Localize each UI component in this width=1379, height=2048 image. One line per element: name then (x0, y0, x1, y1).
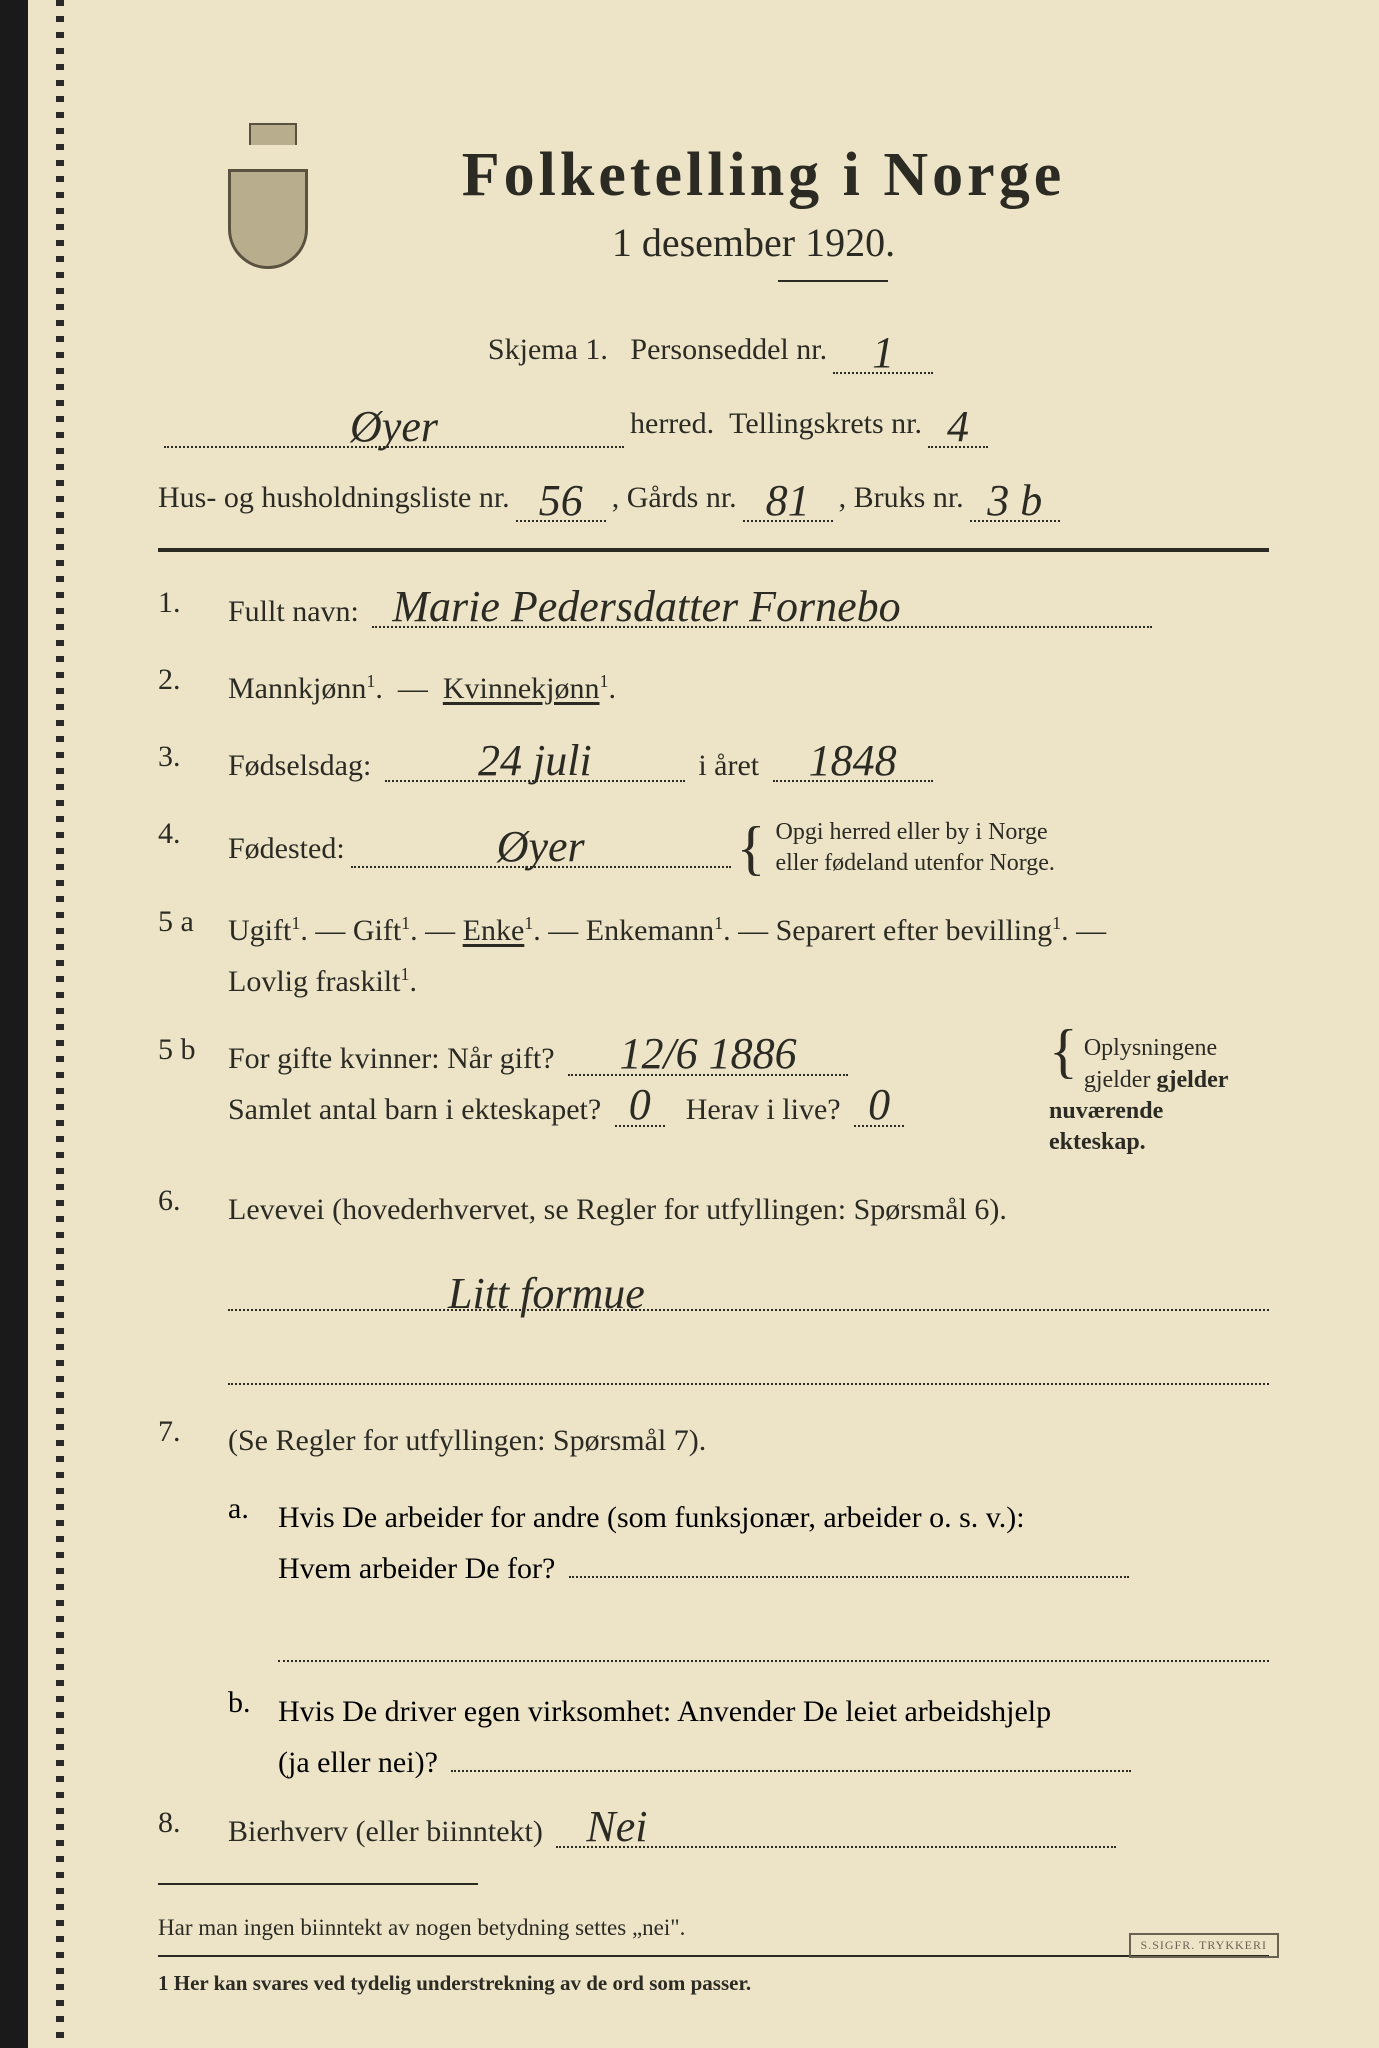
bruks-nr: 3 b (970, 483, 1060, 522)
q4-note2: eller fødeland utenfor Norge. (775, 850, 1054, 876)
q3-row: 3. Fødselsdag: 24 juli i året 1848 (158, 740, 1269, 791)
q6-label: Levevei (hovederhvervet, se Regler for u… (228, 1193, 1007, 1226)
gards-nr: 81 (743, 483, 833, 522)
q5a-gift: Gift (353, 914, 401, 947)
footnote-2: 1 Her kan svares ved tydelig understrekn… (158, 1971, 1269, 1996)
q4-value: Øyer (351, 829, 731, 868)
q5b-note1: Oplysningene (1084, 1035, 1217, 1061)
q3-year-label: i året (698, 749, 759, 782)
q7b-letter: b. (228, 1686, 278, 1720)
herred-line: Øyer herred. Tellingskrets nr. 4 (158, 400, 1269, 448)
tellingskrets-nr: 4 (928, 409, 988, 448)
q5b-barn-label: Samlet antal barn i ekteskapet? (228, 1093, 601, 1126)
q1-value: Marie Pedersdatter Fornebo (372, 589, 1152, 628)
q7a-line2: Hvem arbeider De for? (278, 1552, 555, 1585)
q5a-separert: Separert efter bevilling (776, 914, 1053, 947)
personseddel-label: Personseddel nr. (630, 326, 827, 374)
husliste-label: Hus- og husholdningsliste nr. (158, 474, 510, 522)
page-subtitle: 1 desember 1920. (238, 219, 1269, 266)
divider-top (158, 548, 1269, 552)
q5a-row: 5 a Ugift1. — Gift1. — Enke1. — Enkemann… (158, 905, 1269, 1007)
divider-foot2 (158, 1955, 1269, 1957)
q8-num: 8. (158, 1806, 228, 1840)
herred-value: Øyer (164, 409, 624, 448)
q7-row: 7. (Se Regler for utfyllingen: Spørsmål … (158, 1415, 1269, 1466)
q5b-num: 5 b (158, 1033, 228, 1067)
q7b-row: b. Hvis De driver egen virksomhet: Anven… (228, 1686, 1269, 1788)
q8-row: 8. Bierhverv (eller biinntekt) Nei (158, 1806, 1269, 1857)
q2-kvinne: Kvinnekjønn (443, 672, 600, 705)
q7-label: (Se Regler for utfyllingen: Spørsmål 7). (228, 1424, 706, 1457)
q6-blank-line-2 (228, 1335, 1269, 1385)
q4-label: Fødested: (228, 823, 345, 874)
printer-stamp: S.SIGFR. TRYKKERI (1129, 1933, 1279, 1958)
q1-num: 1. (158, 586, 228, 620)
coat-of-arms-icon (228, 145, 318, 275)
herred-label: herred. (630, 400, 714, 448)
brace-icon-2: { (1049, 1033, 1078, 1069)
q5a-ugift: Ugift (228, 914, 291, 947)
q6-num: 6. (158, 1184, 228, 1218)
q1-label: Fullt navn: (228, 595, 359, 628)
q3-num: 3. (158, 740, 228, 774)
q2-mann: Mannkjønn (228, 672, 366, 705)
q2-num: 2. (158, 663, 228, 697)
q5a-fraskilt: Lovlig fraskilt (228, 965, 400, 998)
q5a-enkemann: Enkemann (586, 914, 714, 947)
q6-value: Litt formue (448, 1276, 645, 1311)
brace-icon: { (737, 830, 766, 866)
title-underline (778, 280, 888, 282)
q2-row: 2. Mannkjønn1. — Kvinnekjønn1. (158, 663, 1269, 714)
q7a-line1: Hvis De arbeider for andre (som funksjon… (278, 1501, 1025, 1534)
q7b-line2: (ja eller nei)? (278, 1746, 438, 1779)
gards-label: , Gårds nr. (612, 474, 737, 522)
personseddel-nr: 1 (833, 335, 933, 374)
q5a-num: 5 a (158, 905, 228, 939)
skjema-label: Skjema 1. (488, 326, 608, 374)
q5a-enke: Enke (463, 914, 525, 947)
q5b-barn: 0 (615, 1087, 665, 1126)
q7-num: 7. (158, 1415, 228, 1449)
q8-value: Nei (556, 1809, 1116, 1848)
q4-row: 4. Fødested: Øyer { Opgi herred eller by… (158, 817, 1269, 879)
skjema-line: Skjema 1. Personseddel nr. 1 (158, 326, 1269, 374)
q3-day: 24 juli (385, 743, 685, 782)
q1-row: 1. Fullt navn: Marie Pedersdatter Forneb… (158, 586, 1269, 637)
q5b-ilive: 0 (854, 1087, 904, 1126)
q6-value-line: Litt formue (228, 1261, 1269, 1311)
q3-label: Fødselsdag: (228, 749, 371, 782)
q5b-label: For gifte kvinner: Når gift? (228, 1042, 555, 1075)
husliste-nr: 56 (516, 483, 606, 522)
q7a-blank-line-2 (278, 1612, 1269, 1662)
q7a-letter: a. (228, 1492, 278, 1526)
q7a-row: a. Hvis De arbeider for andre (som funks… (228, 1492, 1269, 1594)
q7b-blank (451, 1768, 1131, 1772)
q7b-line1: Hvis De driver egen virksomhet: Anvender… (278, 1695, 1051, 1728)
q6-row: 6. Levevei (hovederhvervet, se Regler fo… (158, 1184, 1269, 1235)
census-form-page: Folketelling i Norge 1 desember 1920. Sk… (0, 0, 1379, 2048)
q3-year: 1848 (773, 743, 933, 782)
q5b-row: 5 b { Oplysningene gjelder gjelder nuvær… (158, 1033, 1269, 1158)
footnote-1: Har man ingen biinntekt av nogen betydni… (158, 1915, 1269, 1941)
q4-num: 4. (158, 817, 228, 851)
q5b-note3: ekteskap. (1049, 1129, 1146, 1155)
tellingskrets-label: Tellingskrets nr. (729, 400, 922, 448)
bruks-label: , Bruks nr. (839, 474, 964, 522)
q5b-gift-dato: 12/6 1886 (568, 1036, 848, 1075)
husliste-line: Hus- og husholdningsliste nr. 56 , Gårds… (158, 474, 1269, 522)
q4-note1: Opgi herred eller by i Norge (775, 819, 1047, 845)
page-title: Folketelling i Norge (258, 140, 1269, 211)
q7a-blank (569, 1574, 1129, 1578)
q8-label: Bierhverv (eller biinntekt) (228, 1815, 543, 1848)
q5b-ilive-label: Herav i live? (686, 1093, 841, 1126)
divider-foot (158, 1883, 478, 1885)
